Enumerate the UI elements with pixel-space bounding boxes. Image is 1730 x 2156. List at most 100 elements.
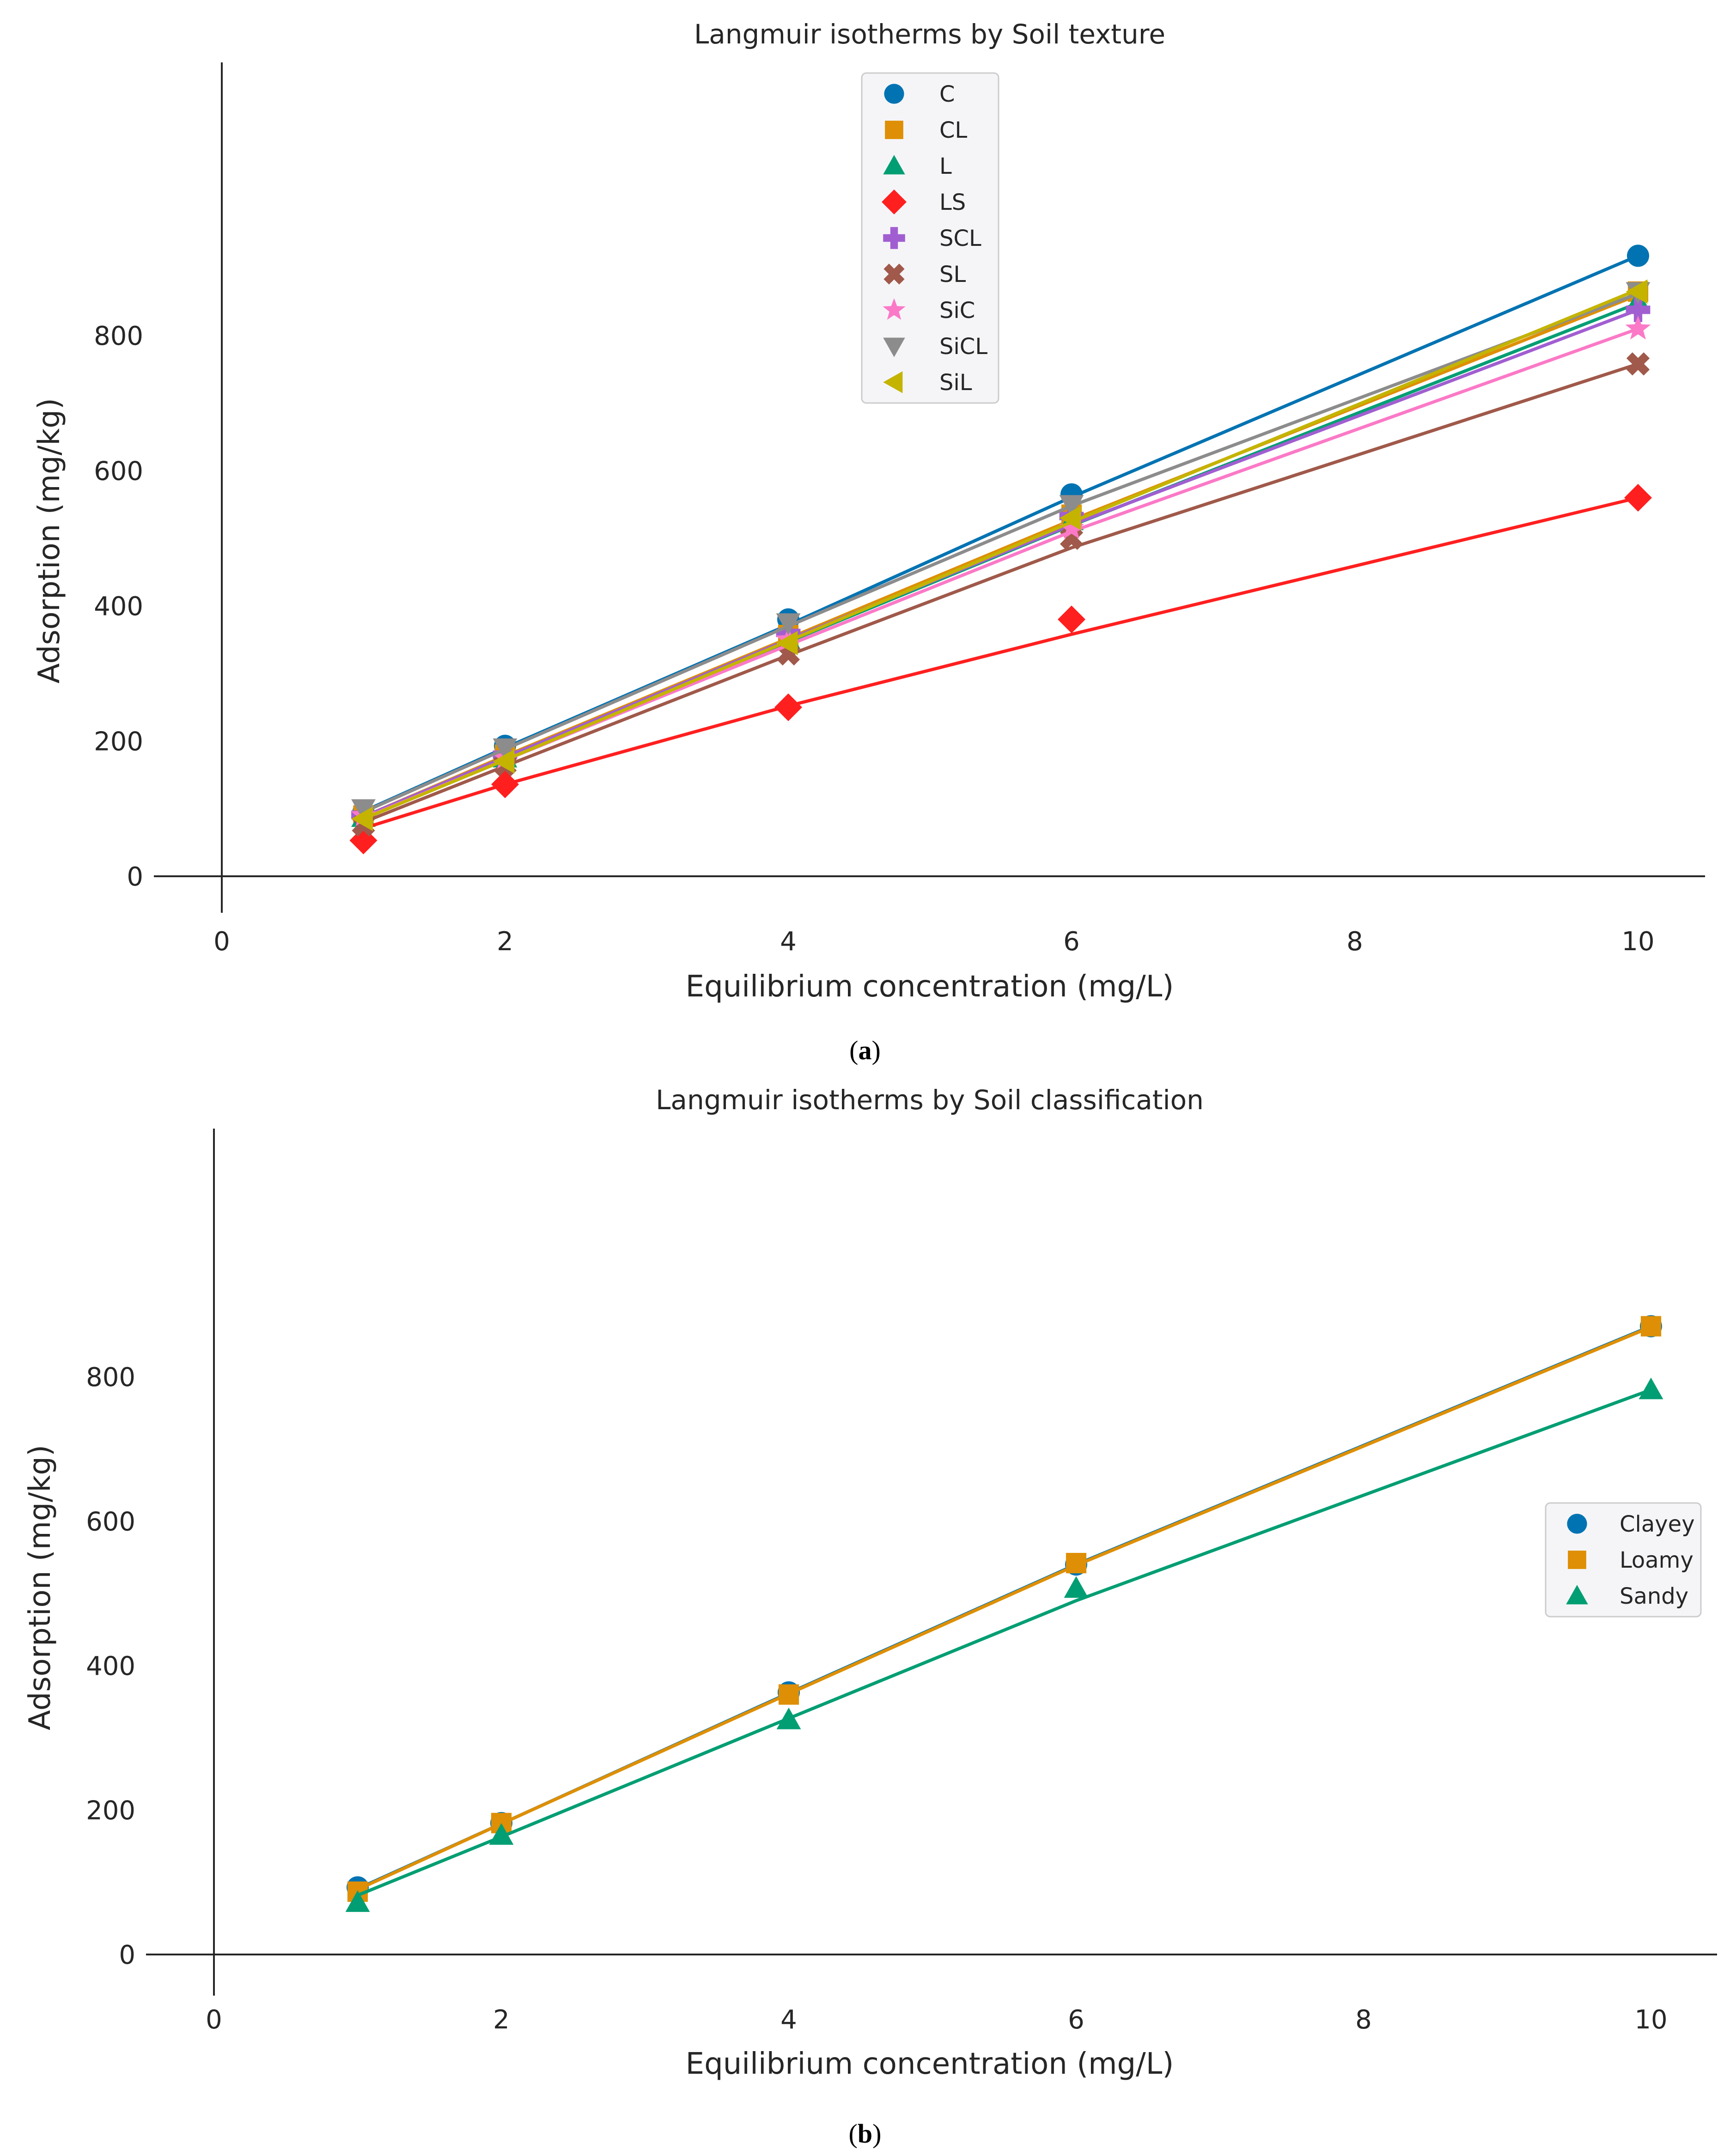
data-point: [774, 693, 802, 721]
legend-box: [1545, 1502, 1702, 1618]
y-tick-label: 0: [127, 862, 143, 892]
y-tick-label: 800: [94, 321, 143, 351]
caption-label: b: [858, 2119, 872, 2149]
x-tick-label: 0: [206, 2005, 222, 2035]
series-sicl: [351, 282, 1651, 821]
chart-title: Langmuir isotherms by Soil texture: [694, 18, 1165, 50]
data-point: [345, 1890, 370, 1912]
series-loamy: [347, 1316, 1662, 1902]
legend-box: [861, 72, 999, 404]
data-point: [1640, 1316, 1662, 1337]
legend-item: CL: [885, 117, 968, 143]
legend-marker: [883, 337, 905, 357]
x-axis-label: Equilibrium concentration (mg/L): [686, 2047, 1174, 2081]
caption-a: (a): [849, 1035, 881, 1065]
legend-label: C: [939, 81, 955, 107]
x-tick-label: 6: [1063, 927, 1080, 957]
data-point: [1064, 1576, 1089, 1598]
legend-item: LS: [882, 189, 966, 215]
legend-item: SL: [883, 262, 966, 287]
legend-label: SL: [939, 262, 966, 287]
data-point: [489, 1823, 514, 1845]
data-point: [1639, 1377, 1663, 1399]
legend-item: Sandy: [1566, 1583, 1688, 1609]
data-point: [1058, 605, 1085, 634]
legend-marker: [883, 263, 905, 285]
legend-item: Clayey: [1567, 1511, 1695, 1537]
legend-marker: [1568, 1551, 1586, 1569]
legend-marker: [883, 298, 906, 320]
y-tick-label: 400: [94, 592, 143, 622]
data-point: [1627, 244, 1649, 267]
y-tick-label: 600: [86, 1507, 135, 1537]
chart-panel-a: Langmuir isotherms by Soil texture 0 2 4 6 8…: [32, 18, 1705, 1065]
data-point: [351, 806, 373, 831]
series-sil: [351, 279, 1648, 831]
legend-item: SCL: [883, 226, 981, 251]
y-tick-label: 800: [86, 1362, 135, 1393]
x-tick-label: 10: [1634, 2005, 1667, 2035]
y-tick-label: 0: [119, 1940, 135, 1970]
x-tick-label: 10: [1621, 927, 1654, 957]
legend-item: Loamy: [1568, 1547, 1693, 1573]
legend-item: SiC: [883, 298, 975, 324]
legend-marker: [883, 155, 905, 175]
x-tick-label: 8: [1346, 927, 1363, 957]
legend-marker: [1567, 1514, 1587, 1534]
data-point: [1066, 1553, 1087, 1574]
data-point: [1059, 506, 1081, 531]
chart-title: Langmuir isotherms by Soil classificatio…: [656, 1084, 1204, 1116]
legend-label: SiC: [939, 298, 975, 324]
x-axis-label: Equilibrium concentration (mg/L): [686, 970, 1174, 1004]
legend-marker: [882, 189, 907, 214]
data-point: [778, 1684, 799, 1705]
data-point: [493, 738, 518, 760]
data-point: [776, 613, 801, 635]
legend-label: CL: [939, 117, 968, 143]
data-point: [1626, 352, 1650, 376]
data-point: [1059, 515, 1084, 539]
y-tick-label: 600: [94, 457, 143, 487]
legend-label: SiL: [939, 370, 972, 396]
legend-item: C: [884, 81, 955, 107]
x-tick-label: 4: [780, 2005, 797, 2035]
y-tick-label: 200: [86, 1796, 135, 1826]
data-point: [1626, 298, 1651, 322]
y-tick-label: 200: [94, 727, 143, 757]
data-point: [776, 1707, 801, 1729]
caption-b: (b): [849, 2119, 882, 2149]
data-point: [351, 799, 376, 821]
legend-label: Clayey: [1620, 1511, 1695, 1537]
legend-marker: [885, 121, 903, 139]
chart-panel-b: Langmuir isotherms by Soil classificatio…: [23, 1084, 1717, 2149]
legend-marker: [884, 84, 904, 104]
data-point: [1059, 495, 1084, 517]
data-point: [493, 749, 515, 774]
legend-item: SiL: [883, 370, 972, 396]
legend-label: SiCL: [939, 334, 987, 360]
caption-label: a: [859, 1035, 872, 1065]
data-point: [491, 770, 519, 799]
y-tick-label: 400: [86, 1651, 135, 1681]
y-axis-label: Adsorption (mg/kg): [23, 1445, 57, 1730]
legend-marker: [883, 227, 905, 249]
legend-marker: [883, 371, 903, 393]
series-ls: [349, 484, 1652, 855]
x-tick-label: 2: [497, 927, 513, 957]
x-tick-label: 6: [1068, 2005, 1084, 2035]
data-point: [776, 631, 798, 655]
x-tick-label: 2: [493, 2005, 510, 2035]
x-tick-label: 8: [1355, 2005, 1372, 2035]
legend-label: SCL: [939, 226, 981, 251]
legend-marker: [1566, 1585, 1588, 1605]
legend-item: L: [883, 153, 952, 179]
x-tick-label: 4: [780, 927, 797, 957]
x-tick-label: 0: [213, 927, 230, 957]
y-axis-label: Adsorption (mg/kg): [32, 398, 67, 684]
series-sandy: [345, 1377, 1663, 1912]
data-point: [1626, 279, 1648, 304]
legend-label: LS: [939, 189, 966, 215]
legend-item: SiCL: [883, 334, 987, 360]
legend-label: L: [939, 153, 952, 179]
